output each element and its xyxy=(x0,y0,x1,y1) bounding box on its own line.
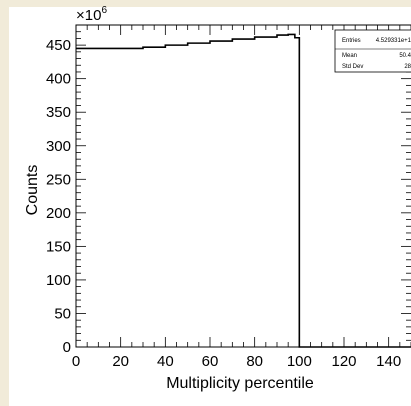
y-tick-label: 350 xyxy=(46,104,71,121)
x-tick-label: 140 xyxy=(376,353,401,370)
stats-value: 50.4 xyxy=(399,53,411,59)
stats-value: 4.529331e+1 xyxy=(376,38,411,44)
x-tick-label: 60 xyxy=(202,353,219,370)
y-tick-label: 0 xyxy=(63,339,71,356)
x-axis-title: Multiplicity percentile xyxy=(166,375,314,392)
stats-label: Mean xyxy=(342,53,357,59)
y-tick-label: 450 xyxy=(46,37,71,54)
y-axis-exponent: ×106 xyxy=(76,5,107,24)
stats-label: Entries xyxy=(342,38,361,44)
y-tick-label: 400 xyxy=(46,71,71,88)
y-tick-label: 150 xyxy=(46,238,71,255)
exponent-power: 6 xyxy=(101,5,107,16)
y-tick-label: 200 xyxy=(46,205,71,222)
plot-frame xyxy=(75,24,411,348)
y-tick-labels: 0 50 100 150 200 250 300 350 400 450 xyxy=(46,37,71,356)
y-tick-label: 250 xyxy=(46,171,71,188)
stats-box-frame xyxy=(334,29,411,73)
y-tick-label: 300 xyxy=(46,138,71,155)
histogram-line xyxy=(76,33,411,348)
x-tick-labels: 0 20 40 60 80 100 120 140 xyxy=(72,353,401,370)
y-tick-label: 100 xyxy=(46,272,71,289)
x-tick-label: 0 xyxy=(72,353,80,370)
x-tick-label: 40 xyxy=(157,353,174,370)
x-tick-label: 120 xyxy=(331,353,356,370)
y-tick-label: 50 xyxy=(54,305,71,322)
stats-box: Entries 4.529331e+1 Mean 50.4 Std Dev 28 xyxy=(334,29,411,73)
x-tick-label: 100 xyxy=(287,353,312,370)
exponent-base: ×10 xyxy=(76,7,101,24)
y-axis-title: Counts xyxy=(24,165,41,216)
stats-label: Std Dev xyxy=(342,64,363,70)
axis-ticks xyxy=(75,24,411,348)
stats-value: 28 xyxy=(404,64,411,70)
x-tick-label: 80 xyxy=(246,353,263,370)
x-tick-label: 20 xyxy=(112,353,129,370)
